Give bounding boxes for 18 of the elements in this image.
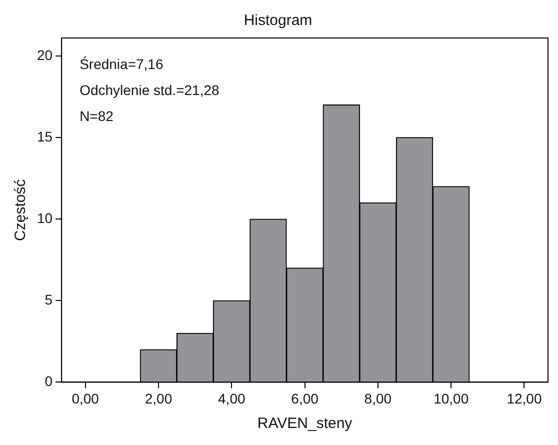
y-tick-label: 0 bbox=[44, 373, 53, 390]
annotation: Odchylenie std.=21,28 bbox=[80, 82, 220, 98]
y-tick-label: 10 bbox=[36, 210, 53, 226]
x-tick-label: 2,00 bbox=[144, 390, 172, 406]
x-axis-title: RAVEN_steny bbox=[257, 415, 353, 432]
x-tick-label: 8,00 bbox=[364, 390, 392, 406]
x-tick-label: 6,00 bbox=[291, 390, 319, 406]
annotation: Średnia=7,16 bbox=[80, 56, 164, 72]
y-tick-label: 15 bbox=[36, 128, 53, 144]
x-tick-label: 0,00 bbox=[72, 390, 100, 406]
x-tick-label: 10,00 bbox=[434, 390, 469, 406]
annotation: N=82 bbox=[80, 108, 114, 124]
x-tick-label: 4,00 bbox=[218, 390, 246, 406]
x-tick-label: 12,00 bbox=[506, 390, 542, 406]
y-tick-label: 5 bbox=[44, 291, 53, 308]
y-tick-label: 20 bbox=[36, 46, 53, 63]
y-axis-title: Częstość bbox=[12, 178, 30, 241]
chart-title: Histogram bbox=[244, 12, 312, 30]
